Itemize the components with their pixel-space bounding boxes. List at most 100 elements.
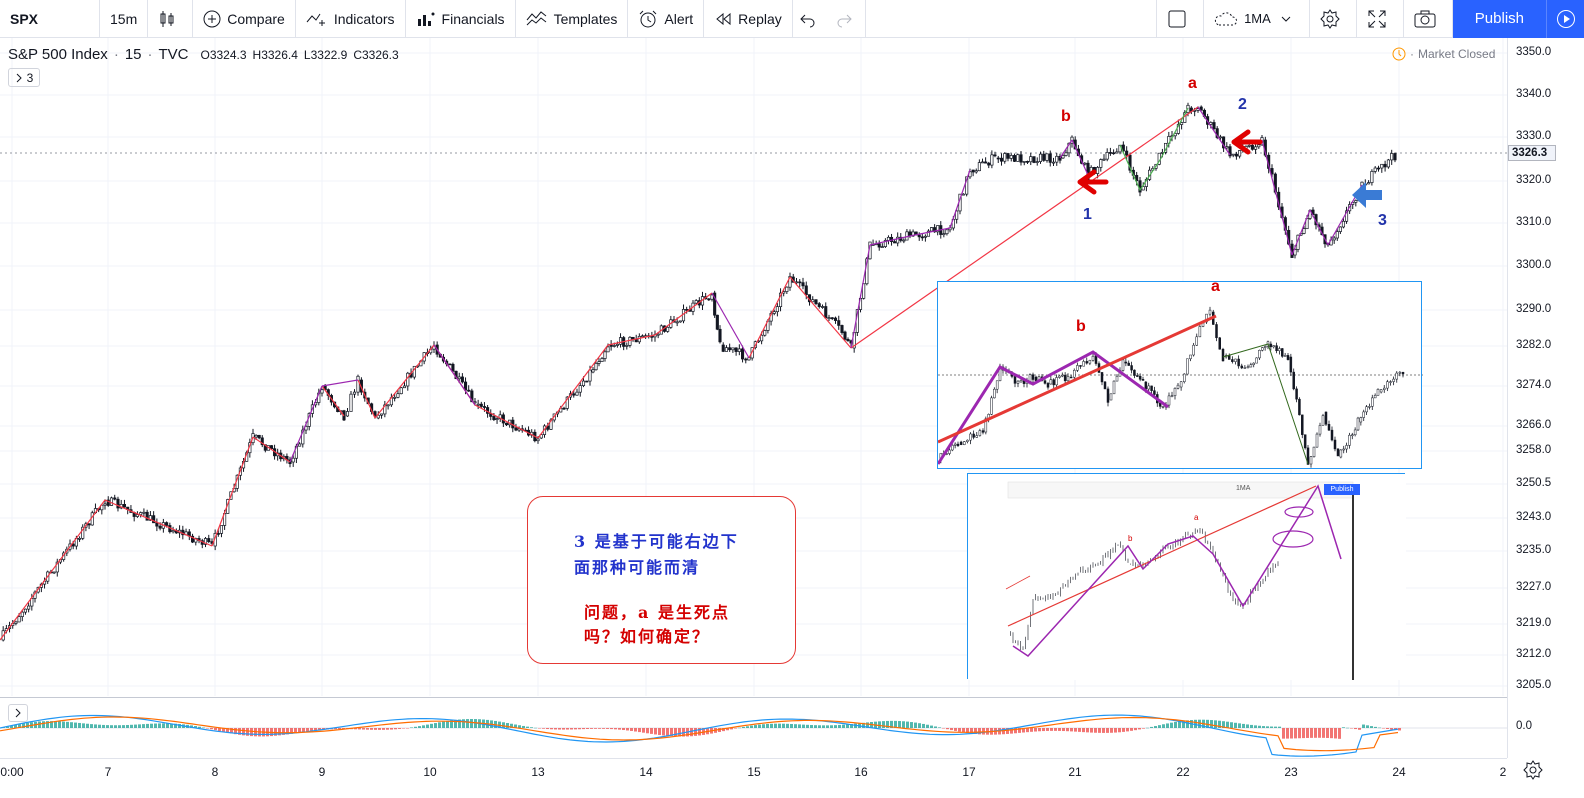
osc-histogram-bar [954, 728, 957, 731]
inset-candle-body [1082, 361, 1085, 367]
osc-histogram-bar [974, 728, 977, 735]
undo-icon [800, 14, 815, 27]
osc-axis-zero: 0.0 [1516, 720, 1532, 732]
osc-histogram-bar [358, 728, 361, 730]
publish-button[interactable]: Publish [1452, 0, 1546, 38]
undo-button[interactable] [793, 0, 829, 38]
osc-histogram-bar [466, 719, 469, 728]
osc-histogram-bar [170, 723, 173, 728]
candle-body [373, 411, 377, 416]
candle-body [961, 193, 965, 196]
candle-body [448, 363, 452, 366]
indicators-button[interactable]: Indicators [296, 0, 406, 38]
osc-histogram-bar [894, 720, 897, 728]
candle-body [801, 282, 805, 287]
osc-histogram-bar [750, 725, 753, 728]
inset-candle-body [1079, 365, 1082, 367]
inset-candle-body [1333, 439, 1337, 450]
indicator-count-toggle[interactable]: 3 [8, 68, 40, 87]
osc-histogram-bar [62, 721, 65, 728]
redo-button[interactable] [829, 0, 866, 38]
price-tick-label: 3258.0 [1516, 444, 1552, 456]
chart-style-button[interactable] [148, 0, 194, 38]
candle-body [817, 303, 821, 307]
compare-button[interactable]: Compare [193, 0, 296, 38]
camera-icon [1414, 10, 1436, 27]
candle-body [862, 283, 866, 299]
inset-candle-body [1243, 367, 1247, 369]
inset-candle-body [1127, 362, 1130, 366]
clock-icon [1392, 47, 1406, 61]
replay-button[interactable]: Replay [704, 0, 793, 38]
financials-button[interactable]: Financials [406, 0, 516, 38]
interval-button[interactable]: 15m [100, 0, 149, 38]
osc-histogram-bar [42, 721, 45, 728]
osc-histogram-bar [142, 724, 145, 728]
inset2-toolbar [1007, 481, 1354, 499]
layout-button[interactable] [1156, 0, 1205, 38]
candle-body [1025, 160, 1030, 163]
candle-body [737, 348, 741, 352]
inset-candle-body [1052, 379, 1055, 386]
inset-candle-body [1016, 380, 1020, 384]
inset-candle-body [1240, 365, 1243, 369]
annotation-note[interactable]: 3 是基于可能右边下 面那种可能而清 问题，a 是生死点 吗？如何确定？ [527, 496, 796, 664]
arrow-red-1 [1077, 169, 1109, 195]
osc-histogram-bar [1166, 723, 1169, 728]
inset-candle-body [1330, 429, 1334, 441]
candle-body [827, 317, 831, 320]
layout-name-label: 1MA [1244, 11, 1271, 26]
osc-histogram-bar [1210, 720, 1213, 728]
inset-candle-body [1365, 406, 1368, 413]
candle-body [1373, 167, 1377, 172]
osc-histogram-bar [518, 725, 521, 728]
templates-button[interactable]: Templates [516, 0, 629, 38]
osc-histogram-bar [1294, 728, 1297, 739]
play-button[interactable] [1546, 0, 1584, 38]
candle-body [260, 437, 264, 446]
osc-histogram-bar [918, 723, 921, 728]
separator-dot: · [1410, 47, 1414, 61]
zigzag-purple-segment [909, 227, 951, 237]
inset-candle-body [1298, 398, 1301, 416]
osc-histogram-bar [614, 728, 617, 730]
snapshot-button[interactable] [1404, 0, 1453, 38]
candle-body [618, 337, 623, 345]
time-axis[interactable]: 0:00 7 8 9 10 13 14 15 16 17 21 22 23 24 2 [0, 758, 1507, 798]
osc-histogram-bar [510, 723, 513, 728]
inset-candle-body [1167, 395, 1171, 406]
candle-body [707, 298, 711, 301]
candle-body [886, 236, 891, 241]
fullscreen-button[interactable] [1357, 0, 1404, 38]
symbol-search-button[interactable]: SPX [0, 0, 100, 38]
osc-histogram-bar [882, 721, 885, 728]
candle-body [1341, 220, 1346, 228]
price-axis[interactable]: 3350.0 3340.0 3330.0 3320.0 3310.0 3300.0 3290… [1507, 38, 1584, 758]
candle-body [1344, 210, 1349, 222]
candle-body [71, 543, 75, 547]
layout-save-button[interactable]: 1MA [1204, 0, 1310, 38]
candle-body [1006, 153, 1010, 159]
candle-body [514, 427, 518, 431]
zigzag-purple-segment [1071, 139, 1089, 176]
candle-body [811, 299, 815, 303]
macd-pane[interactable] [0, 697, 1507, 758]
osc-histogram-bar [1134, 728, 1137, 731]
inset-candle-body [966, 439, 969, 442]
candle-body [320, 389, 324, 394]
inset-candle-body [1109, 393, 1113, 401]
zigzag-red-segment [850, 106, 1199, 349]
alert-button[interactable]: Alert [628, 0, 705, 38]
osc-histogram-bar [546, 728, 549, 730]
pane-expand-toggle[interactable] [8, 704, 28, 722]
settings-button[interactable] [1310, 0, 1357, 38]
last-price-label: 3326.3 [1508, 145, 1556, 161]
candle-body [923, 235, 927, 238]
candle-body [106, 499, 110, 506]
chart-settings-button[interactable] [1522, 759, 1546, 783]
inset-candle-body [1215, 324, 1218, 339]
candle-body [724, 347, 728, 352]
candle-body [1390, 153, 1394, 161]
candle-body [476, 403, 480, 406]
cloud-icon [1214, 11, 1238, 25]
